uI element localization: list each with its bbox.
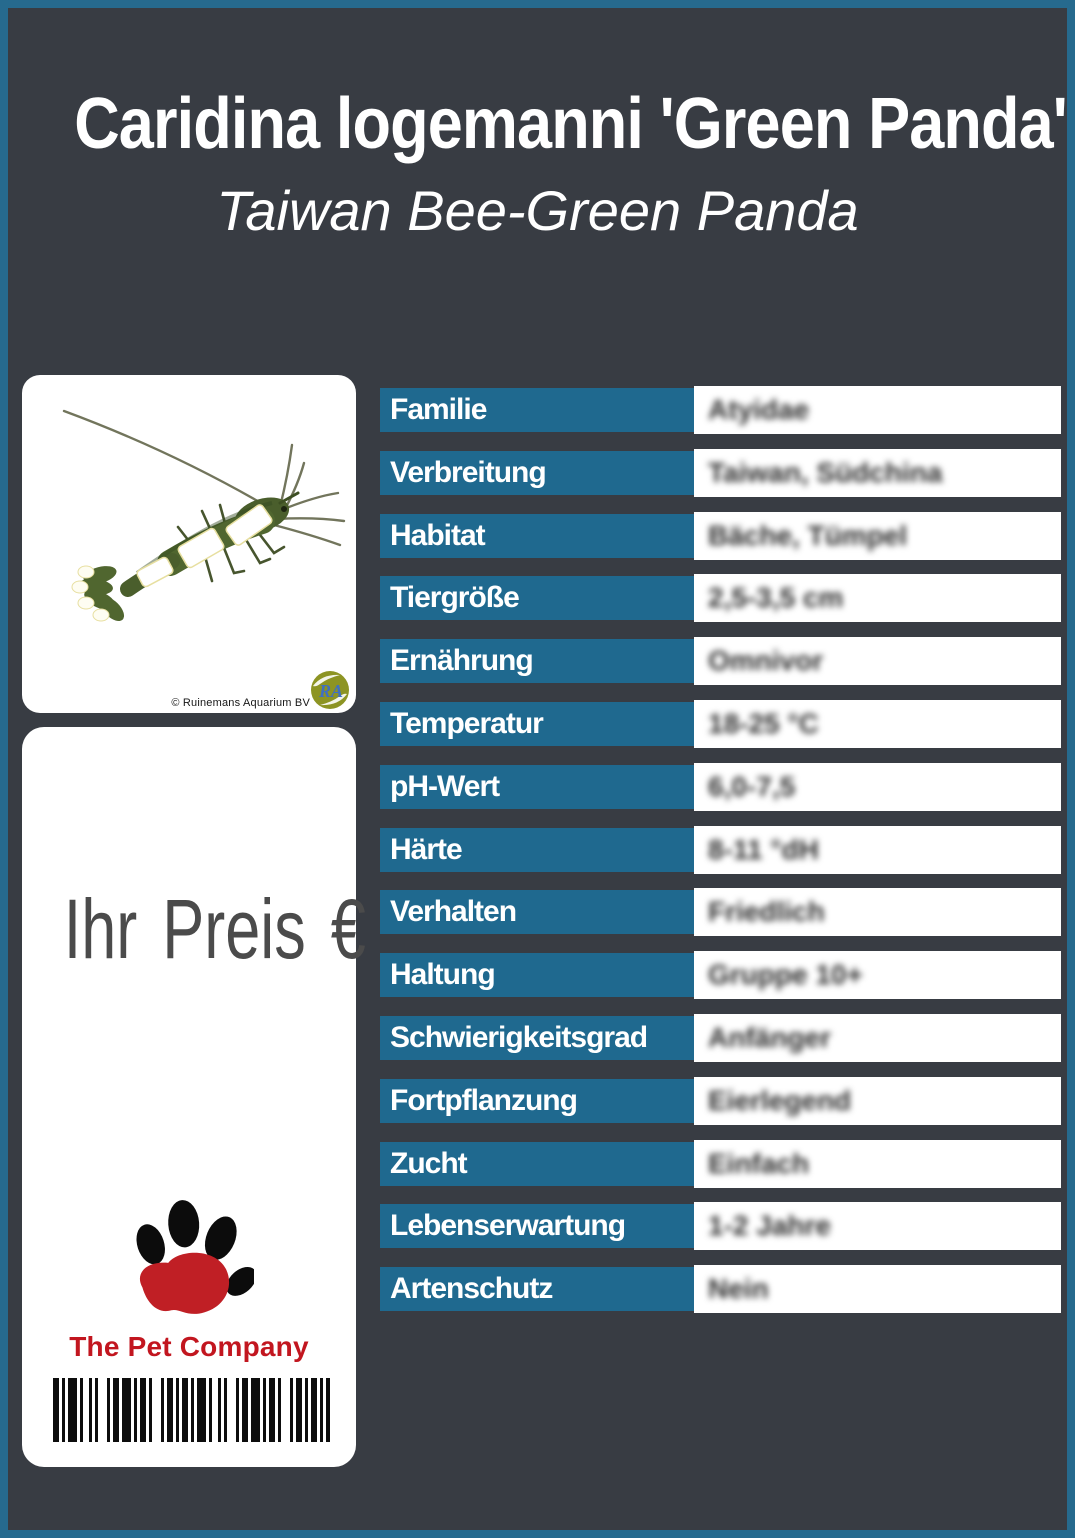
spec-label: Zucht <box>380 1142 694 1186</box>
spec-value-cell: Gruppe 10+ <box>694 951 1061 999</box>
shrimp-photo <box>62 409 346 622</box>
table-row: Artenschutz Nein <box>380 1265 1061 1313</box>
spec-label: Härte <box>380 828 694 872</box>
spec-value: Nein <box>708 1273 769 1304</box>
spec-value: 2,5-3,5 cm <box>708 582 844 613</box>
spec-label: Tiergröße <box>380 576 694 620</box>
spec-value: 6,0-7,5 <box>708 771 796 802</box>
paw-logo-icon <box>136 1200 254 1314</box>
table-row: Fortpflanzung Eierlegend <box>380 1077 1061 1125</box>
spec-value-cell: 18-25 °C <box>694 700 1061 748</box>
spec-value-cell: Bäche, Tümpel <box>694 512 1061 560</box>
spec-label: Schwierigkeitsgrad <box>380 1016 694 1060</box>
table-row: pH-Wert 6,0-7,5 <box>380 763 1061 811</box>
spec-value-cell: Nein <box>694 1265 1061 1313</box>
spec-label: Verbreitung <box>380 451 694 495</box>
table-row: Schwierigkeitsgrad Anfänger <box>380 1014 1061 1062</box>
spec-value-cell: Omnivor <box>694 637 1061 685</box>
table-row: Verbreitung Taiwan, Südchina <box>380 449 1061 497</box>
spec-value-cell: Eierlegend <box>694 1077 1061 1125</box>
spec-table: Familie Atyidae Verbreitung Taiwan, Südc… <box>380 386 1061 1318</box>
spec-value: 18-25 °C <box>708 708 819 739</box>
photo-copyright: © Ruinemans Aquarium BV <box>171 697 310 709</box>
spec-value-cell: 6,0-7,5 <box>694 763 1061 811</box>
spec-value-cell: Atyidae <box>694 386 1061 434</box>
spec-value: Anfänger <box>708 1022 831 1053</box>
spec-label: Artenschutz <box>380 1267 694 1311</box>
spec-label: Lebenserwartung <box>380 1204 694 1248</box>
spec-value-cell: 8-11 °dH <box>694 826 1061 874</box>
spec-value-cell: Anfänger <box>694 1014 1061 1062</box>
spec-value-cell: Friedlich <box>694 888 1061 936</box>
price-label: Ihr Preis € <box>63 882 366 976</box>
spec-label: Temperatur <box>380 702 694 746</box>
barcode <box>53 1378 330 1442</box>
product-title: Caridina logemanni 'Green Panda' <box>74 84 1067 164</box>
table-row: Härte 8-11 °dH <box>380 826 1061 874</box>
spec-value: Atyidae <box>708 394 810 425</box>
svg-text:RA: RA <box>318 681 343 701</box>
spec-value: Eierlegend <box>708 1085 852 1116</box>
price-card: Ihr Preis € The Pet Company <box>22 727 366 1467</box>
spec-label: Familie <box>380 388 694 432</box>
table-row: Habitat Bäche, Tümpel <box>380 512 1061 560</box>
table-row: Tiergröße 2,5-3,5 cm <box>380 574 1061 622</box>
spec-value-cell: Einfach <box>694 1140 1061 1188</box>
table-row: Verhalten Friedlich <box>380 888 1061 936</box>
spec-value: Gruppe 10+ <box>708 959 863 990</box>
spec-value: 1-2 Jahre <box>708 1210 831 1241</box>
spec-value: 8-11 °dH <box>708 834 819 865</box>
spec-label: Verhalten <box>380 890 694 934</box>
spec-label: pH-Wert <box>380 765 694 809</box>
spec-value: Einfach <box>708 1148 810 1179</box>
spec-label: Habitat <box>380 514 694 558</box>
spec-value-cell: Taiwan, Südchina <box>694 449 1061 497</box>
ruinemans-aquarium-logo-icon: RA <box>311 671 349 709</box>
table-row: Familie Atyidae <box>380 386 1061 434</box>
table-row: Ernährung Omnivor <box>380 637 1061 685</box>
spec-value: Taiwan, Südchina <box>708 457 943 488</box>
spec-label: Haltung <box>380 953 694 997</box>
table-row: Temperatur 18-25 °C <box>380 700 1061 748</box>
spec-label: Fortpflanzung <box>380 1079 694 1123</box>
table-row: Haltung Gruppe 10+ <box>380 951 1061 999</box>
spec-value: Friedlich <box>708 896 825 927</box>
product-subtitle: Taiwan Bee-Green Panda <box>216 179 859 242</box>
spec-value: Bäche, Tümpel <box>708 520 908 551</box>
brand-name: The Pet Company <box>69 1331 309 1362</box>
spec-value-cell: 1-2 Jahre <box>694 1202 1061 1250</box>
table-row: Lebenserwartung 1-2 Jahre <box>380 1202 1061 1250</box>
table-row: Zucht Einfach <box>380 1140 1061 1188</box>
spec-label: Ernährung <box>380 639 694 683</box>
photo-card: © Ruinemans Aquarium BV RA <box>22 375 356 713</box>
spec-value-cell: 2,5-3,5 cm <box>694 574 1061 622</box>
spec-value: Omnivor <box>708 645 824 676</box>
